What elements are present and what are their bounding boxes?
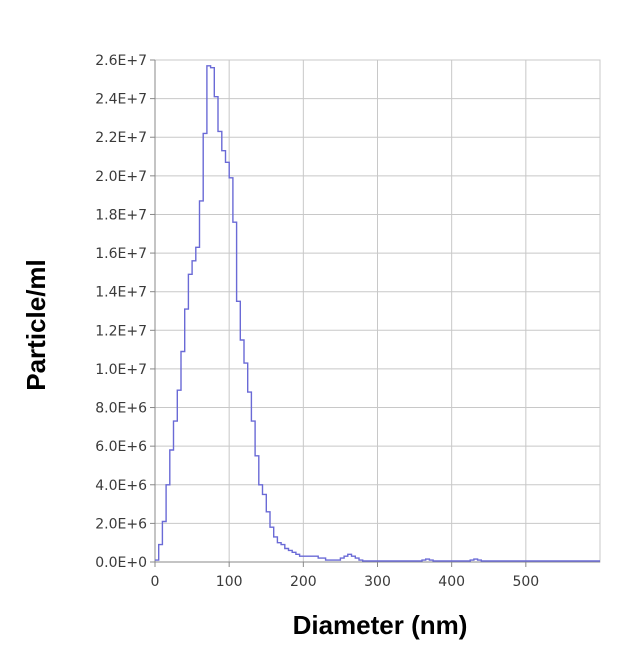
y-tick-label: 1.8E+7 bbox=[95, 207, 147, 223]
y-tick-label: 1.2E+7 bbox=[95, 323, 147, 339]
y-tick-label: 2.4E+7 bbox=[95, 92, 147, 108]
y-tick-label: 0.0E+0 bbox=[95, 555, 147, 571]
y-tick-label: 2.2E+7 bbox=[95, 130, 147, 146]
x-tick-labels: 0 100 200 300 400 500 bbox=[151, 562, 539, 590]
y-axis-title: Particle/ml bbox=[21, 259, 51, 391]
x-tick-label: 300 bbox=[364, 574, 391, 590]
y-tick-label: 6.0E+6 bbox=[95, 439, 147, 455]
y-tick-labels: 0.0E+0 2.0E+6 4.0E+6 6.0E+6 8.0E+6 1.0E+7 1.2E… bbox=[95, 53, 155, 571]
y-tick-label: 2.0E+6 bbox=[95, 516, 147, 532]
y-tick-label: 1.0E+7 bbox=[95, 362, 147, 378]
x-tick-label: 200 bbox=[290, 574, 317, 590]
y-tick-label: 2.0E+7 bbox=[95, 169, 147, 185]
y-tick-label: 1.6E+7 bbox=[95, 246, 147, 262]
y-tick-label: 1.4E+7 bbox=[95, 285, 147, 301]
y-tick-label: 2.6E+7 bbox=[95, 53, 147, 69]
x-tick-label: 500 bbox=[512, 574, 539, 590]
y-tick-label: 8.0E+6 bbox=[95, 401, 147, 417]
size-distribution-line bbox=[155, 65, 600, 562]
y-tick-label: 4.0E+6 bbox=[95, 478, 147, 494]
x-axis-title: Diameter (nm) bbox=[293, 610, 468, 640]
x-tick-label: 100 bbox=[216, 574, 243, 590]
x-tick-label: 0 bbox=[151, 574, 160, 590]
x-tick-label: 400 bbox=[438, 574, 465, 590]
series-layer bbox=[155, 65, 600, 562]
